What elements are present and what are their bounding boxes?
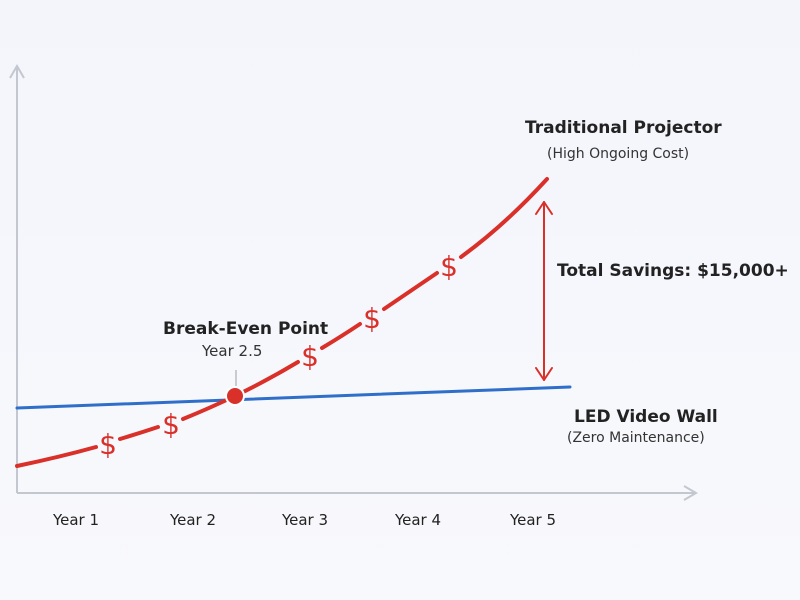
axes <box>9 64 698 501</box>
savings-label: Total Savings: $15,000+ <box>557 261 789 281</box>
projector-series-title: Traditional Projector <box>525 118 722 138</box>
dollar-icon: $ <box>440 250 458 283</box>
x-tick-year-3: Year 3 <box>281 511 329 529</box>
breakeven-point-marker <box>225 386 245 406</box>
breakeven-subtitle: Year 2.5 <box>202 342 263 360</box>
led-series-title: LED Video Wall <box>574 407 718 427</box>
x-tick-year-2: Year 2 <box>169 511 217 529</box>
x-axis-arrow-icon <box>683 485 698 501</box>
dollar-markers: $ $ $ $ $ <box>99 250 458 461</box>
led-video-wall-line <box>15 385 572 410</box>
x-tick-year-4: Year 4 <box>394 511 442 529</box>
arrow-up-icon <box>535 201 553 215</box>
x-tick-year-5: Year 5 <box>509 511 557 529</box>
projector-series-subtitle: (High Ongoing Cost) <box>547 146 690 162</box>
led-series-subtitle: (Zero Maintenance) <box>567 430 705 446</box>
dollar-icon: $ <box>162 408 180 441</box>
y-axis-arrow-icon <box>9 64 25 79</box>
dollar-icon: $ <box>363 302 381 335</box>
arrow-down-icon <box>535 367 553 381</box>
dollar-icon: $ <box>99 428 117 461</box>
breakeven-title: Break-Even Point <box>163 319 329 339</box>
x-tick-year-1: Year 1 <box>52 511 100 529</box>
savings-double-arrow <box>535 201 553 381</box>
dollar-icon: $ <box>301 340 319 373</box>
